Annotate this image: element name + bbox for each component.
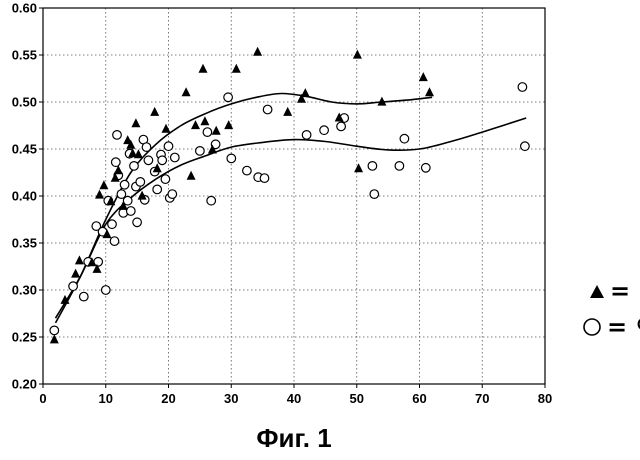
x-axis-ticks: 0 10 20 30 40 50 60 70 80 (39, 384, 552, 406)
data-point-male-triangle (199, 64, 208, 73)
data-point-female-circle (243, 166, 252, 175)
data-point-male-triangle (354, 163, 363, 172)
data-point-female-circle (224, 93, 233, 102)
figure-caption: Фиг. 1 (256, 423, 331, 453)
data-point-male-triangle (71, 269, 80, 278)
data-point-female-circle (521, 142, 530, 151)
data-point-female-circle (400, 134, 409, 143)
data-point-female-circle (136, 178, 145, 187)
data-point-male-triangle (150, 107, 159, 116)
y-tick-label: 0.25 (12, 330, 37, 345)
x-tick-label: 60 (412, 391, 426, 406)
y-tick-label: 0.35 (12, 236, 37, 251)
data-point-male-triangle (419, 72, 428, 81)
x-tick-label: 70 (475, 391, 489, 406)
y-tick-label: 0.60 (12, 1, 37, 16)
data-point-female-circle (133, 218, 142, 227)
data-point-male-triangle (162, 124, 171, 133)
data-point-female-circle (127, 207, 136, 216)
data-point-female-circle (196, 147, 205, 156)
x-tick-label: 40 (287, 391, 301, 406)
data-point-female-circle (69, 282, 78, 291)
y-tick-label: 0.50 (12, 95, 37, 110)
data-point-female-circle (161, 175, 170, 184)
data-point-male-triangle (50, 334, 59, 343)
data-point-male-triangle (191, 120, 200, 129)
trend-line-male (56, 93, 433, 322)
legend-female-label: = ♀ (607, 313, 640, 341)
data-point-female-circle (422, 164, 431, 173)
data-point-male-triangle (75, 255, 84, 264)
data-point-female-circle (130, 162, 139, 171)
data-point-female-circle (168, 190, 177, 199)
data-point-female-circle (144, 156, 153, 165)
data-point-female-circle (260, 174, 269, 183)
data-point-female-circle (112, 158, 121, 167)
data-point-male-triangle (212, 126, 221, 135)
y-tick-label: 0.55 (12, 48, 37, 63)
x-tick-label: 30 (224, 391, 238, 406)
data-point-male-triangle (425, 87, 434, 96)
data-point-female-circle (263, 105, 272, 114)
data-point-female-circle (370, 190, 379, 199)
data-point-female-circle (80, 292, 89, 301)
y-tick-label: 0.45 (12, 142, 37, 157)
data-point-female-circle (337, 122, 346, 131)
data-point-male-triangle (131, 118, 140, 127)
legend-triangle-marker (590, 285, 604, 298)
legend-male-label: = ♂ (610, 277, 640, 305)
x-tick-label: 10 (99, 391, 113, 406)
data-point-male-triangle (301, 88, 310, 97)
data-point-female-circle (227, 154, 236, 163)
data-point-female-circle (50, 326, 59, 335)
data-point-female-circle (207, 196, 216, 205)
data-point-male-triangle (182, 87, 191, 96)
y-tick-label: 0.30 (12, 283, 37, 298)
data-point-male-triangle (95, 190, 104, 199)
data-point-female-circle (203, 128, 212, 137)
data-point-male-triangle (253, 47, 262, 56)
y-tick-label: 0.20 (12, 377, 37, 392)
data-point-female-circle (320, 126, 329, 135)
data-point-female-circle (368, 162, 377, 171)
data-point-female-circle (158, 156, 167, 165)
legend: = ♂ = ♀ (584, 277, 640, 341)
data-point-female-circle (395, 162, 404, 171)
data-point-male-triangle (99, 180, 108, 189)
data-point-female-circle (302, 131, 311, 140)
data-point-male-triangle (232, 64, 241, 73)
data-point-female-circle (113, 131, 122, 140)
x-tick-label: 50 (350, 391, 364, 406)
data-point-male-triangle (187, 171, 196, 180)
trend-line-female (56, 118, 527, 318)
x-tick-label: 20 (161, 391, 175, 406)
data-point-male-triangle (200, 116, 209, 125)
data-point-male-triangle (224, 120, 233, 129)
data-point-female-circle (164, 142, 173, 151)
x-tick-label: 80 (538, 391, 552, 406)
data-point-male-triangle (283, 107, 292, 116)
data-point-female-circle (518, 83, 527, 92)
data-point-female-circle (171, 153, 180, 162)
data-point-female-circle (120, 180, 129, 189)
data-point-female-circle (108, 220, 117, 229)
y-axis-ticks: 0.20 0.25 0.30 0.35 0.40 0.45 0.50 0.55 0.60 (12, 1, 43, 392)
legend-circle-marker (584, 319, 600, 335)
y-tick-label: 0.40 (12, 189, 37, 204)
x-tick-label: 0 (39, 391, 46, 406)
data-point-female-circle (102, 286, 111, 295)
data-point-female-circle (142, 143, 151, 152)
data-point-female-circle (153, 185, 162, 194)
data-point-male-triangle (353, 50, 362, 59)
data-points (50, 47, 529, 344)
